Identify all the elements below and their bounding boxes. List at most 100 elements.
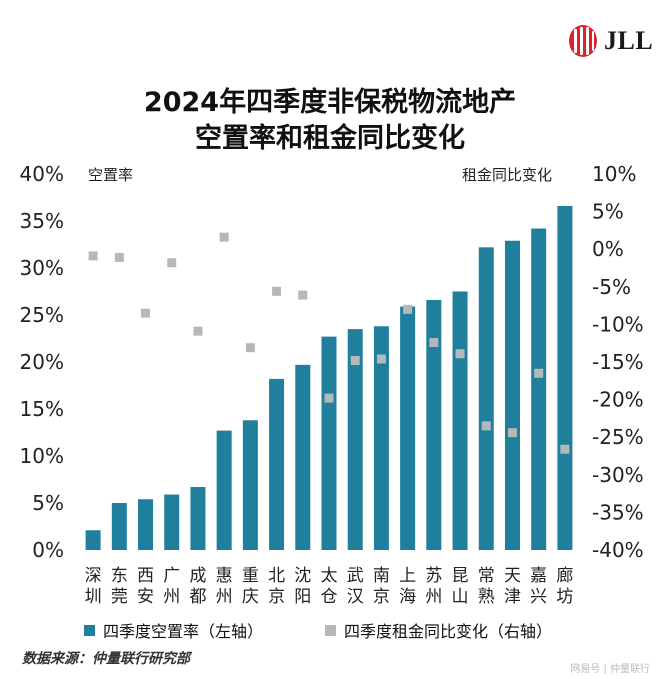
category-label-char: 州: [425, 587, 442, 607]
chart-title-line-1: 2024年四季度非保税物流地产: [143, 87, 517, 118]
bar: [557, 205, 573, 550]
bar: [321, 336, 337, 550]
bar: [452, 291, 468, 550]
category-label-char: 津: [504, 587, 521, 607]
scatter-point: [167, 258, 177, 268]
category-label-char: 莞: [111, 587, 128, 607]
left-axis-tick-label: 10%: [20, 444, 64, 468]
bar: [531, 228, 547, 550]
bar: [478, 247, 494, 550]
scatter-point: [193, 326, 203, 336]
jll-logo: JLL: [568, 24, 653, 58]
category-label-char: 庆: [242, 587, 259, 607]
scatter-point: [245, 343, 255, 353]
right-axis-title: 租金同比变化: [462, 166, 553, 184]
bar: [373, 326, 389, 550]
left-axis-tick-label: 25%: [20, 303, 64, 327]
right-axis-tick-label: 10%: [592, 162, 636, 186]
category-label-char: 安: [137, 587, 154, 607]
scatter-point: [141, 308, 151, 318]
right-axis-tick-label: -25%: [592, 425, 644, 449]
bar: [216, 430, 232, 550]
category-label-char: 北: [268, 566, 285, 586]
right-axis-tick-label: -5%: [592, 275, 631, 299]
left-axis-tick-label: 0%: [32, 538, 64, 562]
category-label-char: 苏: [425, 566, 442, 586]
bar: [190, 487, 206, 550]
legend-bar-swatch: [84, 624, 95, 636]
category-label-char: 廊: [556, 566, 573, 586]
bar: [164, 494, 180, 550]
category-label-char: 广: [163, 566, 180, 586]
category-label-char: 沈: [294, 566, 311, 586]
scatter-point: [481, 421, 491, 431]
bar: [138, 499, 154, 550]
scatter-point: [88, 251, 98, 261]
category-label-char: 天: [504, 566, 521, 586]
scatter-point: [350, 355, 360, 365]
right-axis-tick-label: 5%: [592, 200, 624, 224]
right-axis-tick-label: -35%: [592, 500, 644, 524]
right-axis-tick-label: -20%: [592, 388, 644, 412]
bar: [111, 503, 127, 550]
bar: [295, 364, 311, 550]
category-label-char: 阳: [294, 587, 311, 607]
category-label-char: 成: [189, 566, 206, 586]
category-label-char: 南: [373, 566, 390, 586]
category-label-char: 仓: [321, 587, 338, 607]
right-axis-tick-label: -15%: [592, 350, 644, 374]
scatter-point: [219, 232, 229, 242]
bar: [85, 530, 101, 550]
right-axis-tick-label: -10%: [592, 312, 644, 336]
category-label-char: 京: [373, 587, 390, 607]
scatter-point: [272, 286, 282, 296]
category-label-char: 都: [189, 587, 206, 607]
category-label-char: 西: [137, 566, 154, 586]
scatter-point: [324, 393, 334, 403]
category-label-char: 昆: [452, 566, 469, 586]
category-label-char: 山: [452, 587, 469, 607]
bar: [400, 306, 416, 550]
legend-scatter-label: 四季度租金同比变化（右轴）: [344, 622, 553, 641]
right-axis-tick-label: -30%: [592, 463, 644, 487]
bar: [504, 240, 520, 551]
left-axis-tick-label: 30%: [20, 256, 64, 280]
left-axis-tick-label: 20%: [20, 350, 64, 374]
watermark: 网易号 | 仲量联行: [570, 664, 650, 675]
jll-logo-icon: [569, 25, 597, 57]
scatter-point: [114, 252, 124, 262]
left-axis-title: 空置率: [88, 166, 134, 184]
scatter-point: [298, 290, 308, 300]
scatter-point: [560, 444, 570, 454]
category-label-char: 常: [478, 566, 495, 586]
scatter-point: [534, 368, 544, 378]
category-label-char: 上: [399, 566, 416, 586]
left-axis-tick-label: 35%: [20, 209, 64, 233]
category-label-char: 太: [321, 566, 338, 586]
category-label-char: 海: [399, 587, 416, 607]
scatter-point: [429, 337, 439, 347]
category-label-char: 武: [347, 566, 364, 586]
chart-title-line-2: 空置率和租金同比变化: [195, 123, 465, 154]
category-label-char: 东: [111, 566, 128, 586]
category-label-char: 汉: [347, 587, 364, 607]
category-label-char: 坊: [556, 587, 573, 607]
left-axis-tick-label: 5%: [32, 491, 64, 515]
category-label-char: 京: [268, 587, 285, 607]
scatter-point: [507, 428, 517, 438]
category-label-char: 熟: [478, 586, 495, 607]
category-label-char: 嘉: [530, 566, 547, 586]
left-axis-tick-label: 40%: [20, 162, 64, 186]
bar: [347, 329, 363, 550]
data-source: 数据来源：仲量联行研究部: [22, 651, 190, 667]
bar: [242, 420, 258, 550]
category-label-char: 州: [163, 587, 180, 607]
legend-scatter-swatch: [325, 624, 336, 636]
category-label-char: 兴: [530, 587, 547, 607]
scatter-point: [376, 354, 386, 364]
scatter-point: [455, 349, 465, 359]
scatter-point: [403, 304, 413, 314]
right-axis-tick-label: 0%: [592, 237, 624, 261]
bar: [269, 378, 285, 550]
legend-scatter: 四季度租金同比变化（右轴）: [325, 618, 552, 642]
